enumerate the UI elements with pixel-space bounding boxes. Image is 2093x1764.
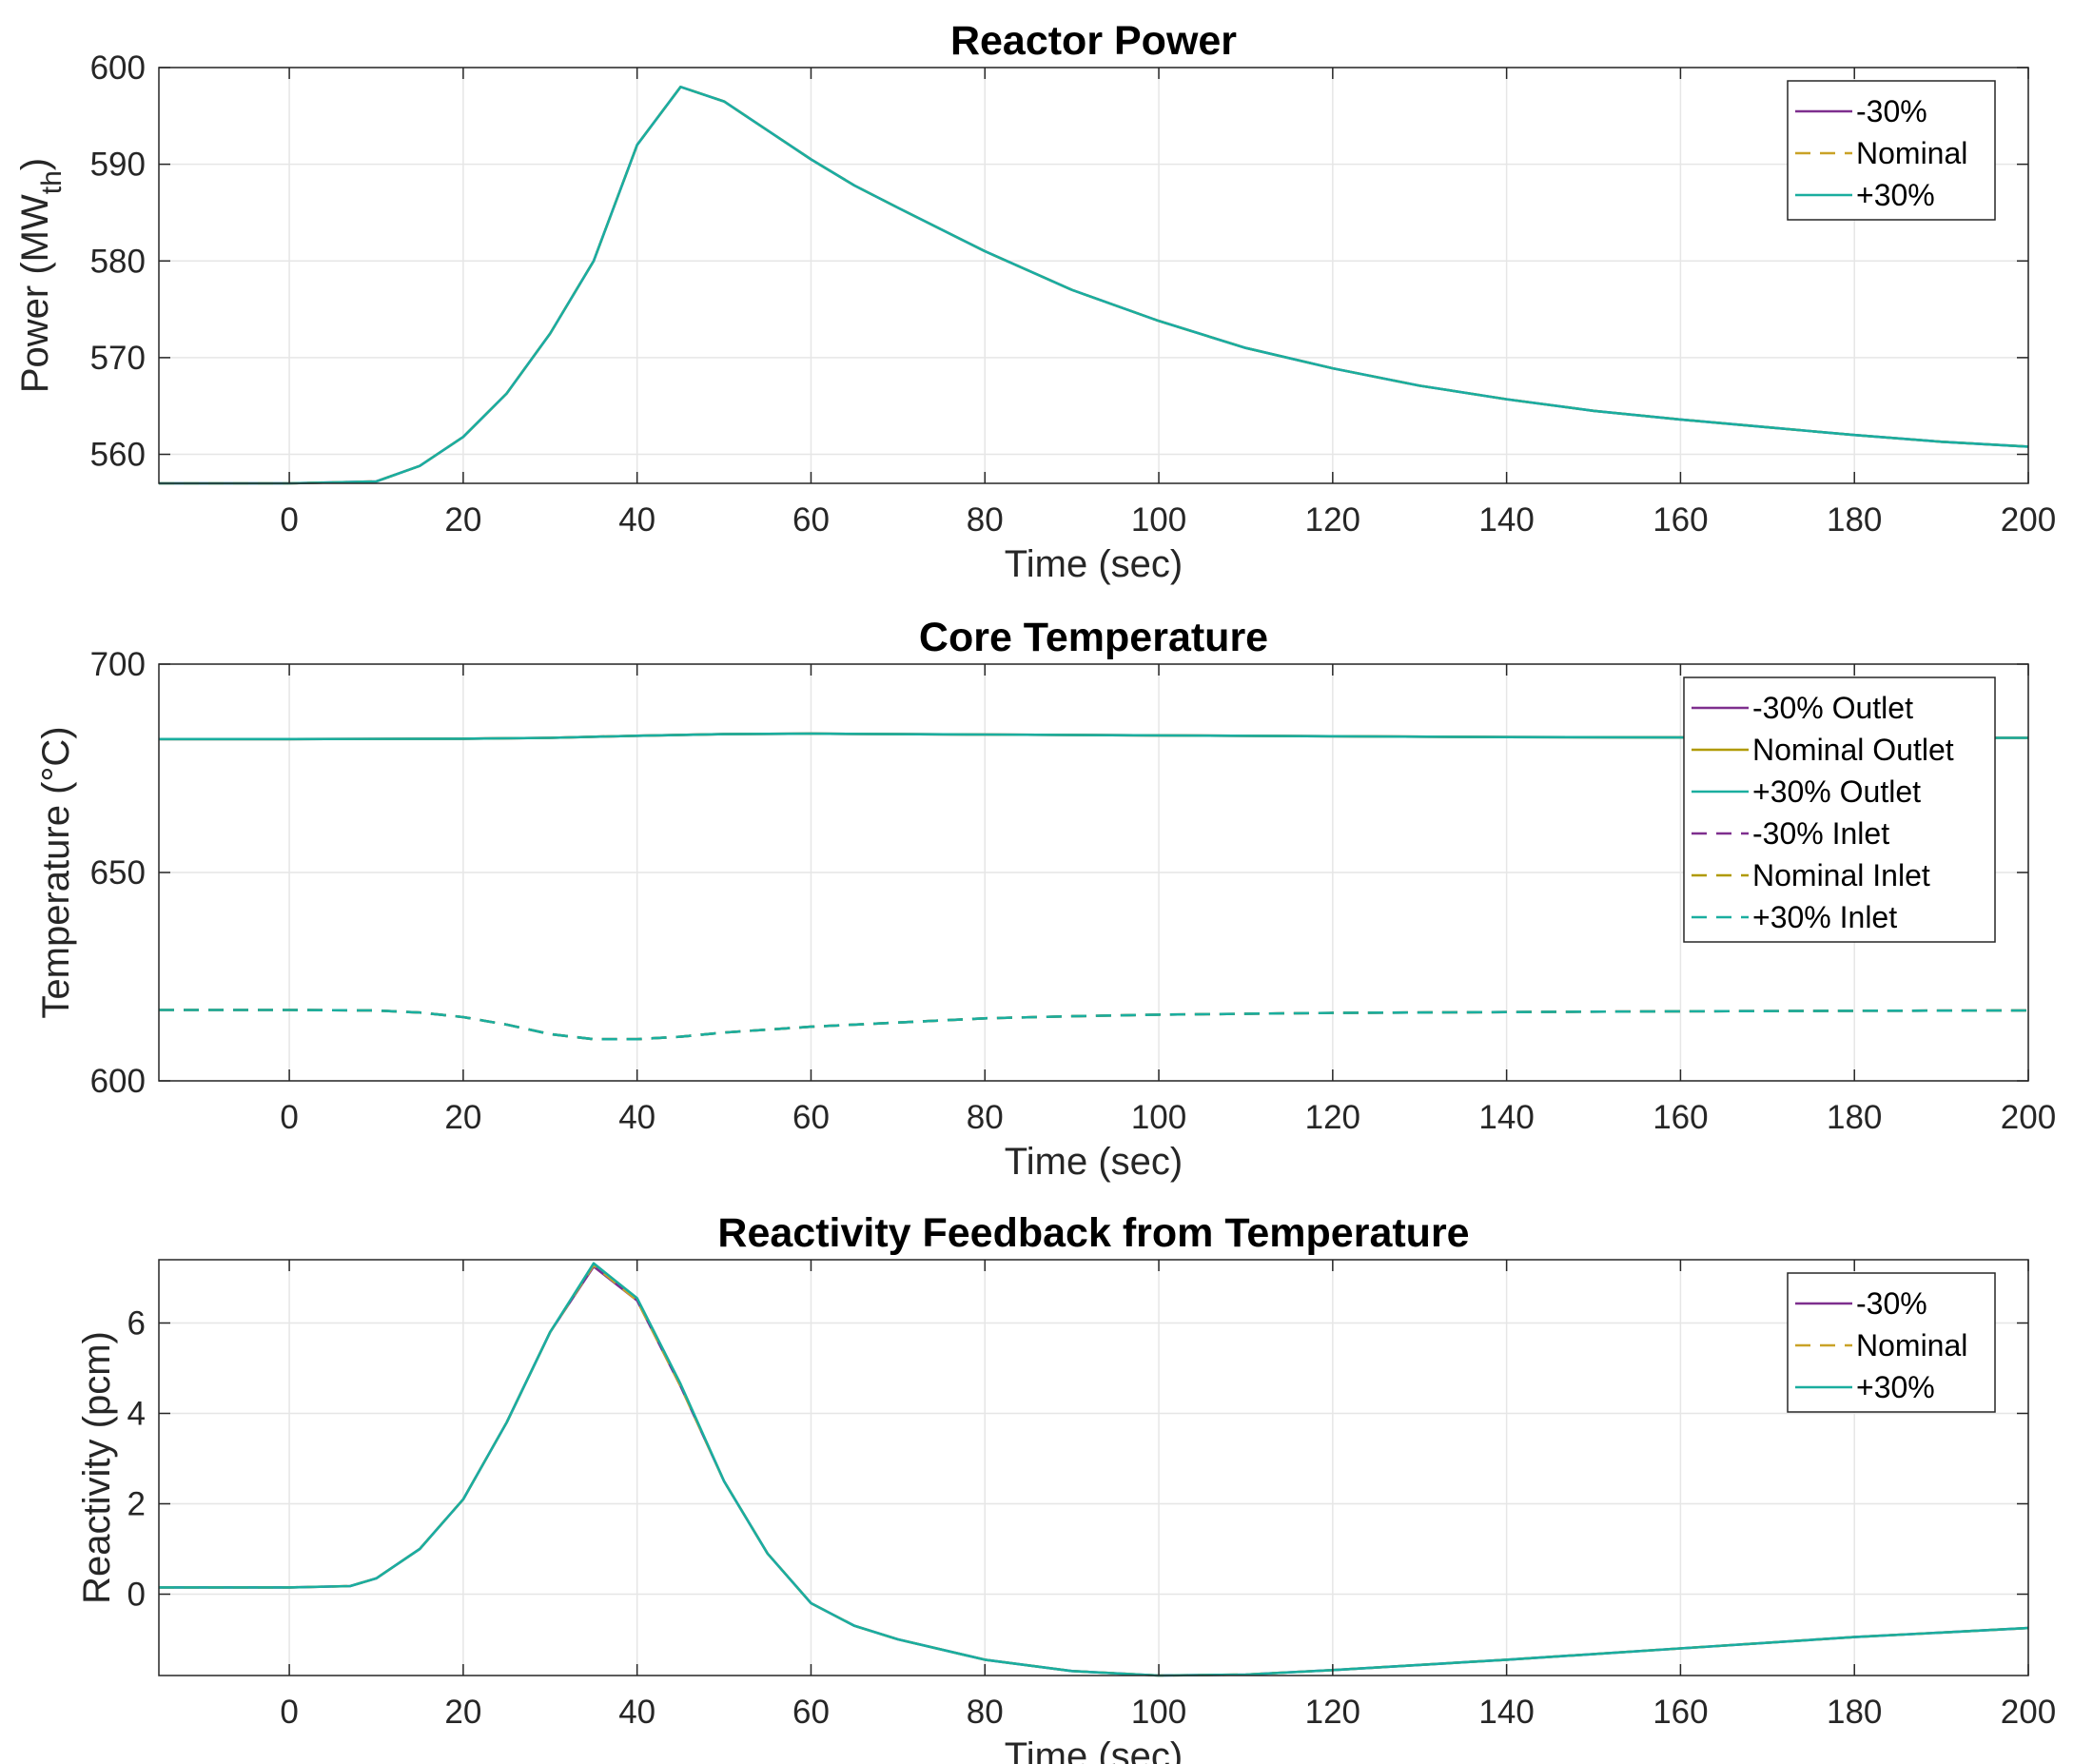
x-tick-label: 40 [618,1694,655,1731]
y-tick-label: 0 [127,1577,146,1614]
x-tick-label: 200 [2001,1099,2056,1136]
chart-title: Reactivity Feedback from Temperature [717,1210,1469,1256]
legend: -30% Outlet Nominal Outlet +30% Outlet -30%… [1683,676,1996,943]
legend-label: +30% Outlet [1752,774,1921,809]
y-tick-label: 2 [127,1486,146,1523]
x-tick-label: 20 [444,1099,481,1136]
y-tick-label: 600 [90,49,146,87]
legend-label: +30% Inlet [1752,900,1897,934]
legend-label: -30% Inlet [1752,816,1889,851]
legend-label: Nominal Outlet [1752,733,1954,767]
x-tick-label: 160 [1653,1694,1708,1731]
x-tick-label: 140 [1478,1694,1534,1731]
legend-label: Nominal [1856,1328,1967,1362]
y-tick-label: 700 [90,646,146,683]
plot-area [159,68,2028,483]
x-tick-label: 40 [618,1099,655,1136]
x-tick-label: 80 [967,1099,1004,1136]
y-tick-label: 4 [127,1396,146,1433]
x-tick-label: 40 [618,501,655,539]
x-tick-label: 100 [1131,501,1186,539]
y-tick-label: 650 [90,854,146,892]
x-tick-label: 0 [280,1694,298,1731]
chart-panel-3: 0 20 40 60 80 100 120 140 160 180 2000246Reactivit… [76,1210,2056,1764]
x-tick-label: 80 [967,501,1004,539]
y-tick-label: 560 [90,437,146,474]
x-tick-label: 100 [1131,1099,1186,1136]
y-tick-label: 570 [90,340,146,377]
series-line-3 [159,86,2029,485]
legend-label: Nominal [1856,136,1967,170]
x-tick-label: 200 [2001,1694,2056,1731]
y-axis-label: Power (MWth) [14,158,68,393]
chart-title: Core Temperature [919,615,1268,660]
legend-box [1683,676,1996,943]
x-tick-label: 120 [1305,1694,1360,1731]
legend-label: -30% [1856,94,1927,128]
chart-title: Reactor Power [950,18,1237,64]
legend-label: -30% [1856,1286,1927,1321]
legend: -30% Nominal +30% [1787,1272,1996,1413]
series-line-6 [159,1009,2029,1041]
chart-panel-1: 0 20 40 60 80 100 120 140 160 180 200 560 570 580 590 6… [14,18,2056,585]
x-axis-label: Time (sec) [1005,1141,1183,1183]
legend-box [1787,1272,1996,1413]
plot-area [159,1260,2028,1676]
legend-label: -30% Outlet [1752,691,1913,725]
x-tick-label: 120 [1305,501,1360,539]
series-line-3 [159,732,2028,741]
x-tick-label: 140 [1478,1099,1534,1136]
x-tick-label: 20 [444,501,481,539]
x-tick-label: 0 [280,501,298,539]
x-tick-label: 180 [1827,1099,1882,1136]
y-tick-label: 590 [90,147,146,184]
y-tick-label: 6 [127,1305,146,1343]
legend-label: +30% [1856,178,1935,212]
x-tick-label: 180 [1827,501,1882,539]
x-tick-label: 180 [1827,1694,1882,1731]
x-tick-label: 120 [1305,1099,1360,1136]
x-tick-label: 0 [280,1099,298,1136]
x-tick-label: 100 [1131,1694,1186,1731]
x-tick-label: 60 [792,1099,830,1136]
y-axis-label: Temperature (°C) [35,726,77,1018]
x-tick-label: 160 [1653,501,1708,539]
x-tick-label: 60 [792,1694,830,1731]
x-tick-label: 80 [967,1694,1004,1731]
axes-frame [158,67,2029,484]
legend: -30% Nominal +30% [1787,80,1996,221]
x-tick-label: 20 [444,1694,481,1731]
x-axis-label: Time (sec) [1005,1735,1183,1764]
y-tick-label: 580 [90,243,146,280]
legend-label: Nominal Inlet [1752,858,1930,892]
chart-panel-2: 0 20 40 60 80 100 120 140 160 180 200 600 650 700 Core… [35,615,2056,1183]
y-axis-label: Reactivity (pcm) [76,1331,118,1604]
y-tick-label: 600 [90,1063,146,1100]
x-tick-label: 60 [792,501,830,539]
x-tick-label: 200 [2001,501,2056,539]
legend-label: +30% [1856,1370,1935,1404]
axes-frame [158,1259,2029,1676]
x-axis-label: Time (sec) [1005,543,1183,585]
x-tick-label: 140 [1478,501,1534,539]
x-tick-label: 160 [1653,1099,1708,1136]
legend-box [1787,80,1996,221]
